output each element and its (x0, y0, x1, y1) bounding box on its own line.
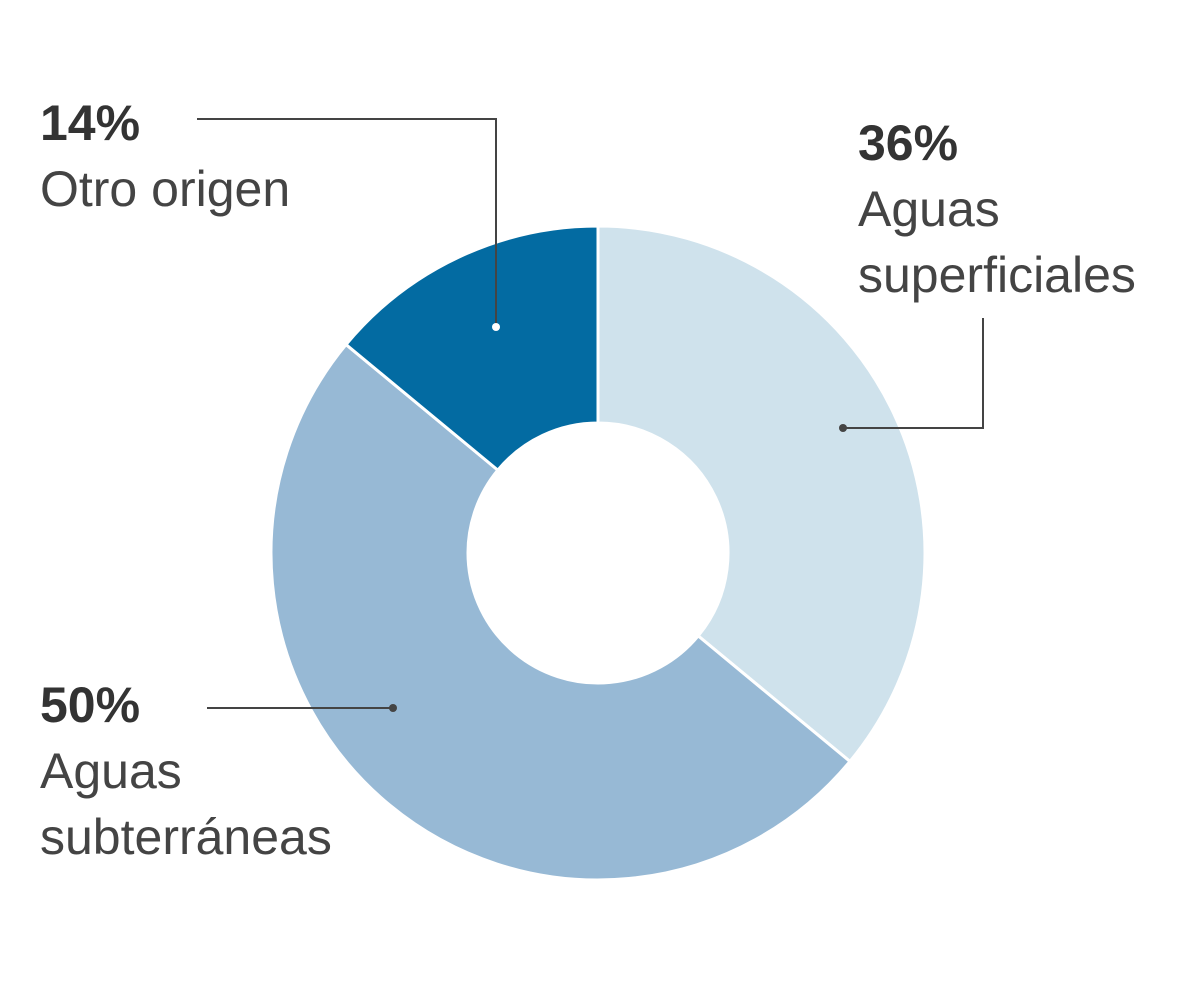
slice-label: 50% Aguas subterráneas (40, 672, 410, 870)
value-label: 14% (40, 95, 141, 151)
slice-label: 36% Aguas superficiales (858, 110, 1198, 308)
slices (269, 224, 927, 882)
leaders (197, 118, 984, 709)
value-label: 36% (858, 115, 959, 171)
leader-line (197, 118, 497, 327)
leader-dot (839, 424, 847, 432)
leader-dots (389, 323, 847, 712)
category-label: Otro origen (40, 161, 291, 217)
category-label: Aguas subterráneas (40, 743, 332, 865)
slice (343, 224, 600, 473)
leader-line (843, 318, 984, 429)
slice (596, 224, 927, 764)
category-label: Aguas superficiales (858, 181, 1136, 303)
slice (269, 342, 853, 882)
leader-dot (389, 704, 397, 712)
slice-label: 14% Otro origen (40, 90, 460, 222)
leader-dot (492, 323, 500, 331)
value-label: 50% (40, 677, 141, 733)
